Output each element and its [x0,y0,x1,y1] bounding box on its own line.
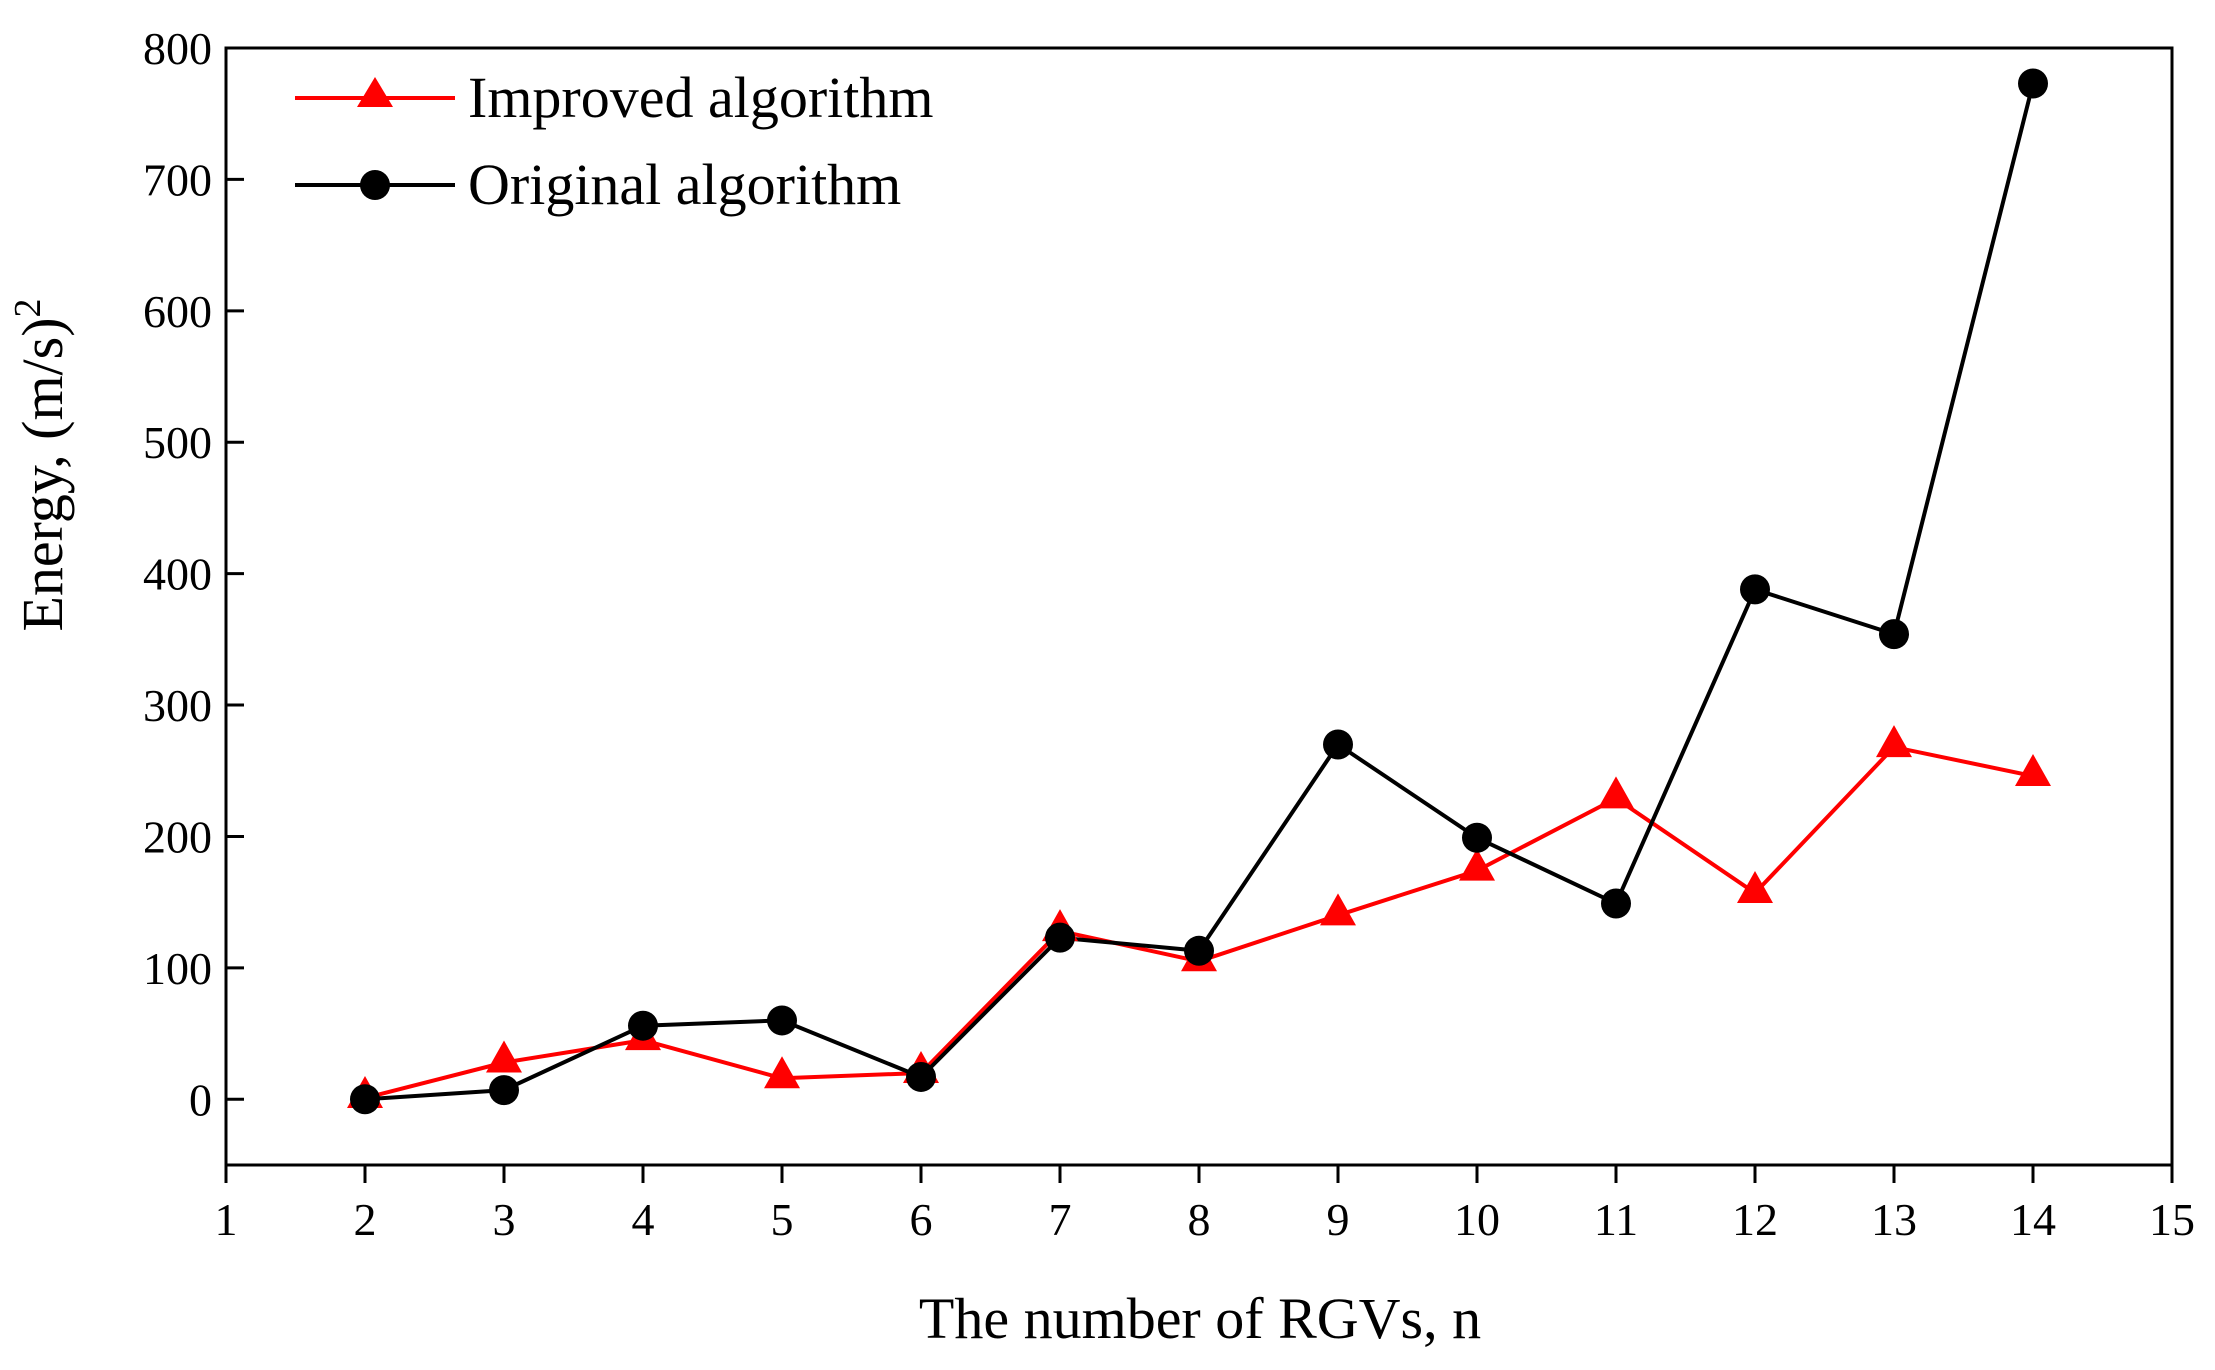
x-tick-label: 3 [493,1194,516,1245]
data-point-original [1879,619,1909,650]
x-tick-label: 11 [1594,1194,1638,1245]
data-point-original [1462,822,1492,853]
data-point-improved [1320,893,1356,926]
x-axis: 1 2 3 4 5 6 7 8 9 10 11 12 13 14 15 [215,1165,2195,1245]
y-tick-label: 600 [143,286,212,337]
y-tick-label: 700 [143,154,212,205]
data-point-original [628,1010,658,1041]
x-tick-label: 7 [1049,1194,1072,1245]
x-tick-label: 10 [1454,1194,1500,1245]
legend-entry-improved: Improved algorithm [295,65,934,130]
x-tick-label: 15 [2149,1194,2195,1245]
data-point-original [1045,922,1075,953]
y-axis-title-superscript: 2 [7,298,49,317]
data-point-original [1740,574,1770,605]
data-point-improved [1598,776,1634,809]
x-tick-label: 12 [1732,1194,1778,1245]
data-point-improved [486,1040,522,1073]
legend: Improved algorithm Original algorithm [295,65,934,217]
x-tick-label: 2 [354,1194,377,1245]
y-tick-label: 500 [143,417,212,468]
data-point-improved [1737,870,1773,903]
x-tick-label: 8 [1188,1194,1211,1245]
data-point-original [906,1061,936,1092]
y-tick-label: 0 [189,1074,212,1125]
y-tick-label: 300 [143,680,212,731]
data-point-original [489,1075,519,1106]
y-tick-label: 800 [143,23,212,74]
data-point-original [767,1005,797,1036]
legend-marker-original [360,170,390,200]
y-axis: 0 100 200 300 400 500 600 700 800 [143,23,244,1125]
y-tick-label: 200 [143,811,212,862]
x-tick-label: 9 [1327,1194,1350,1245]
data-point-improved [2015,754,2051,787]
series-line-improved [364,744,2034,1100]
data-point-improved [1876,725,1912,758]
x-tick-label: 6 [910,1194,933,1245]
legend-entry-original: Original algorithm [295,152,901,217]
data-point-original [350,1084,380,1115]
data-point-improved [764,1056,800,1089]
x-tick-label: 4 [632,1194,655,1245]
y-axis-title-main: Energy, (m/s) [10,317,75,631]
legend-marker-improved [357,77,393,107]
y-axis-title: Energy, (m/s)2 [7,298,75,631]
y-tick-label: 100 [143,943,212,994]
data-point-original [2018,68,2048,99]
x-axis-title: The number of RGVs, n [919,1286,1481,1351]
legend-label-original: Original algorithm [468,152,901,217]
x-tick-label: 1 [215,1194,238,1245]
legend-label-improved: Improved algorithm [468,65,934,130]
x-tick-label: 5 [771,1194,794,1245]
data-point-original [1601,888,1631,919]
x-tick-label: 13 [1871,1194,1917,1245]
data-point-original [1323,729,1353,760]
data-point-original [1184,935,1214,966]
x-tick-label: 14 [2010,1194,2056,1245]
y-tick-label: 400 [143,549,212,600]
data-point-improved [1459,848,1495,881]
series-layer [347,68,2051,1115]
